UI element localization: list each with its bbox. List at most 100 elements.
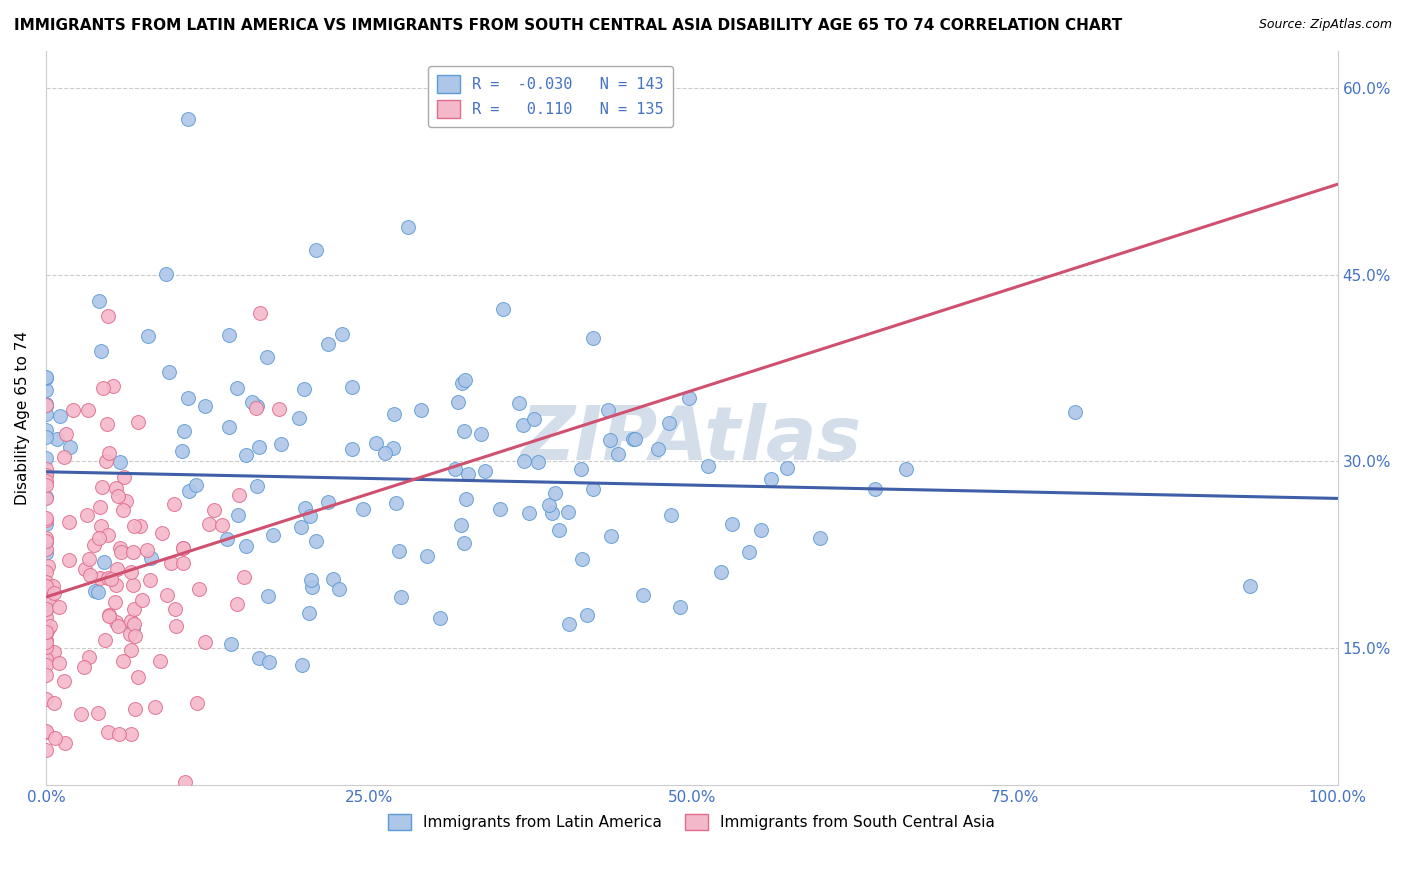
Point: [115, 494, 138, 508]
Point: [35, 565, 58, 579]
Point: [366, 436, 388, 450]
Point: [35, 599, 58, 614]
Point: [294, 500, 316, 515]
Point: [177, 484, 200, 499]
Point: [35, 658, 58, 673]
Point: [53, 736, 76, 750]
Point: [374, 445, 396, 459]
Point: [299, 574, 322, 588]
Point: [156, 588, 179, 602]
Point: [245, 401, 267, 415]
Point: [35, 370, 58, 384]
Point: [328, 582, 350, 597]
Point: [35, 625, 58, 640]
Point: [599, 433, 621, 447]
Point: [35, 516, 58, 531]
Point: [538, 498, 561, 512]
Point: [35, 610, 58, 624]
Text: Source: ZipAtlas.com: Source: ZipAtlas.com: [1258, 18, 1392, 31]
Point: [35, 590, 58, 604]
Point: [450, 518, 472, 533]
Point: [35, 462, 58, 476]
Point: [87, 706, 110, 720]
Point: [544, 486, 567, 500]
Point: [172, 557, 194, 571]
Point: [215, 532, 238, 546]
Point: [89, 500, 111, 514]
Point: [120, 643, 142, 657]
Point: [76, 508, 98, 522]
Point: [35, 400, 58, 414]
Point: [44, 731, 66, 745]
Point: [35, 468, 58, 483]
Point: [90, 519, 112, 533]
Point: [45, 432, 67, 446]
Text: IMMIGRANTS FROM LATIN AMERICA VS IMMIGRANTS FROM SOUTH CENTRAL ASIA DISABILITY A: IMMIGRANTS FROM LATIN AMERICA VS IMMIGRA…: [14, 18, 1122, 33]
Point: [136, 329, 159, 343]
Point: [173, 424, 195, 438]
Point: [84, 584, 107, 599]
Point: [512, 418, 534, 433]
Point: [120, 726, 142, 740]
Point: [97, 445, 120, 459]
Point: [318, 495, 340, 509]
Point: [94, 454, 117, 468]
Point: [73, 659, 96, 673]
Point: [122, 578, 145, 592]
Point: [658, 416, 681, 430]
Point: [107, 618, 129, 632]
Point: [100, 572, 122, 586]
Point: [454, 373, 477, 387]
Point: [172, 541, 194, 555]
Point: [290, 520, 312, 534]
Point: [149, 654, 172, 668]
Point: [172, 541, 194, 556]
Point: [1239, 579, 1261, 593]
Point: [77, 552, 100, 566]
Point: [35, 535, 58, 549]
Point: [163, 497, 186, 511]
Point: [108, 727, 131, 741]
Point: [79, 567, 101, 582]
Point: [389, 591, 412, 605]
Point: [35, 396, 58, 410]
Point: [384, 407, 406, 421]
Point: [91, 480, 114, 494]
Point: [155, 267, 177, 281]
Point: [571, 552, 593, 566]
Point: [127, 415, 149, 429]
Point: [330, 327, 353, 342]
Point: [696, 458, 718, 473]
Point: [517, 506, 540, 520]
Point: [548, 523, 571, 537]
Point: [305, 243, 328, 257]
Point: [107, 489, 129, 503]
Point: [90, 344, 112, 359]
Point: [202, 503, 225, 517]
Point: [35, 743, 58, 757]
Point: [48, 656, 70, 670]
Point: [247, 651, 270, 665]
Point: [453, 535, 475, 549]
Point: [257, 589, 280, 603]
Point: [143, 700, 166, 714]
Point: [512, 453, 534, 467]
Point: [94, 633, 117, 648]
Point: [35, 625, 58, 640]
Point: [160, 556, 183, 570]
Point: [557, 505, 579, 519]
Point: [35, 633, 58, 648]
Point: [256, 351, 278, 365]
Point: [541, 506, 564, 520]
Point: [575, 607, 598, 622]
Point: [235, 448, 257, 462]
Point: [105, 615, 128, 629]
Point: [124, 629, 146, 643]
Point: [104, 578, 127, 592]
Point: [122, 616, 145, 631]
Point: [35, 577, 58, 591]
Point: [35, 398, 58, 412]
Point: [35, 371, 58, 385]
Point: [70, 706, 93, 721]
Point: [127, 670, 149, 684]
